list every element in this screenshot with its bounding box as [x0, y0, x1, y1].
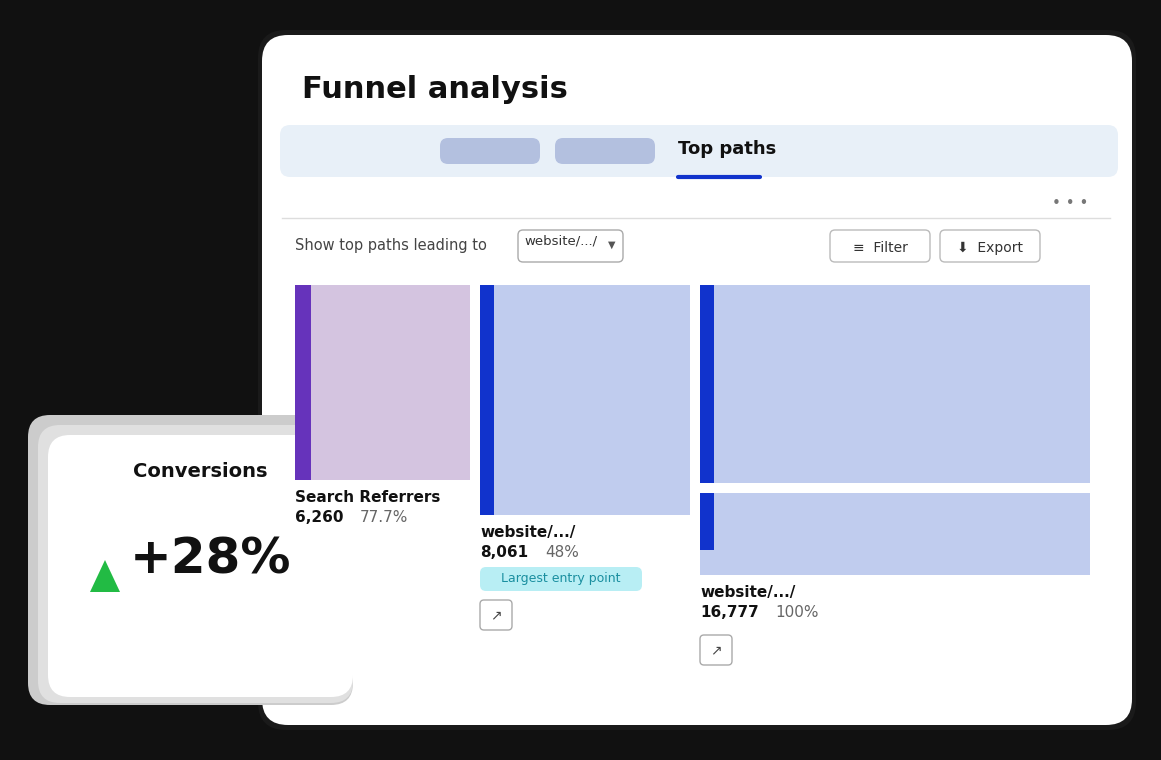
Bar	[479, 285, 493, 515]
Bar	[295, 285, 470, 480]
FancyBboxPatch shape	[262, 35, 1132, 725]
Text: Show top paths leading to: Show top paths leading to	[295, 238, 486, 253]
Text: 48%: 48%	[545, 545, 579, 560]
Polygon shape	[91, 560, 120, 592]
Text: Funnel analysis: Funnel analysis	[302, 75, 568, 104]
Text: website/.../: website/.../	[524, 235, 597, 248]
Text: 6,260: 6,260	[295, 510, 344, 525]
FancyBboxPatch shape	[48, 435, 353, 697]
Text: Largest entry point: Largest entry point	[502, 572, 621, 585]
Bar	[700, 285, 1090, 485]
Text: ⬇  Export: ⬇ Export	[957, 241, 1023, 255]
FancyBboxPatch shape	[258, 30, 1135, 730]
Text: Top paths: Top paths	[678, 140, 777, 158]
FancyBboxPatch shape	[28, 415, 353, 705]
Text: +28%: +28%	[130, 535, 291, 583]
Text: Conversions: Conversions	[132, 462, 267, 481]
Text: ▼: ▼	[608, 240, 615, 250]
Text: website/.../: website/.../	[700, 585, 795, 600]
Text: Search Referrers: Search Referrers	[295, 490, 440, 505]
FancyBboxPatch shape	[280, 125, 1118, 177]
Text: 16,777: 16,777	[700, 605, 759, 620]
Bar	[700, 490, 714, 550]
Text: ↗: ↗	[711, 643, 722, 657]
Bar	[700, 483, 1090, 493]
Text: • • •: • • •	[1052, 196, 1088, 211]
FancyBboxPatch shape	[940, 230, 1040, 262]
FancyBboxPatch shape	[38, 425, 353, 703]
Text: 77.7%: 77.7%	[360, 510, 409, 525]
Text: 100%: 100%	[776, 605, 819, 620]
Text: website/.../: website/.../	[479, 525, 576, 540]
FancyBboxPatch shape	[518, 230, 623, 262]
FancyBboxPatch shape	[479, 600, 512, 630]
Bar	[700, 285, 714, 485]
Bar	[700, 490, 1090, 575]
FancyBboxPatch shape	[700, 635, 731, 665]
Text: ↗: ↗	[490, 608, 502, 622]
FancyBboxPatch shape	[440, 138, 540, 164]
Bar	[479, 285, 690, 515]
Text: 8,061: 8,061	[479, 545, 528, 560]
FancyBboxPatch shape	[479, 567, 642, 591]
Bar	[295, 285, 311, 480]
FancyBboxPatch shape	[555, 138, 655, 164]
Text: ≡  Filter: ≡ Filter	[852, 241, 908, 255]
FancyBboxPatch shape	[830, 230, 930, 262]
